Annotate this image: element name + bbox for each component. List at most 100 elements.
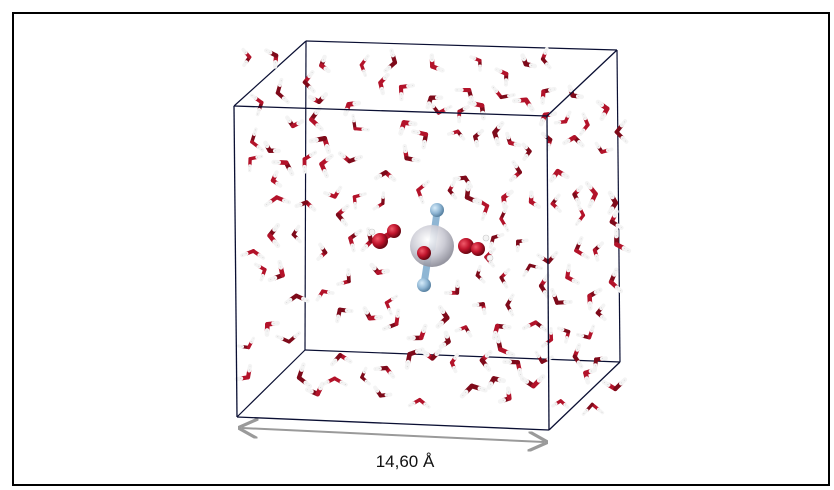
water-molecule (398, 120, 418, 136)
water-molecule (378, 72, 390, 96)
water-molecule (501, 189, 514, 210)
water-molecule (497, 386, 512, 404)
water-molecule (382, 308, 401, 331)
water-molecule (565, 263, 580, 285)
water-molecule (411, 129, 429, 150)
water-molecule (447, 180, 458, 200)
water-molecule (551, 399, 570, 409)
water-molecule (505, 293, 515, 317)
water-molecule (373, 170, 397, 182)
water-molecule (499, 268, 511, 289)
water-molecule (575, 324, 596, 340)
water-molecule (398, 83, 416, 102)
water-molecule (491, 85, 516, 99)
water-molecule (263, 195, 292, 208)
water-molecule (499, 205, 510, 233)
water-molecule (475, 264, 486, 284)
water-molecule (406, 323, 428, 341)
solute-atom-bottom (417, 278, 431, 292)
water-molecule (574, 236, 590, 260)
water-molecule (372, 191, 386, 211)
water-molecule (383, 48, 398, 73)
water-molecule (572, 185, 584, 206)
water-molecule (457, 105, 470, 124)
water-molecule (540, 47, 552, 70)
water-molecule (584, 181, 598, 209)
water-molecule (267, 259, 285, 283)
water-molecule (294, 200, 317, 212)
water-molecule (614, 228, 632, 254)
coordinated-oxygen-right-2 (471, 242, 485, 256)
water-molecule (486, 376, 507, 390)
water-molecule (572, 343, 584, 369)
water-molecule (407, 397, 431, 409)
water-molecule (479, 350, 493, 372)
water-molecule (505, 131, 522, 148)
water-molecule (302, 70, 316, 94)
water-molecule (321, 376, 348, 387)
water-molecule (454, 87, 475, 105)
water-molecule (425, 95, 444, 110)
water-molecule (348, 228, 363, 253)
water-molecule (494, 67, 509, 87)
water-molecule (519, 374, 546, 389)
water-molecule (471, 302, 487, 316)
water-molecule (534, 350, 554, 364)
water-molecule (608, 267, 624, 294)
water-molecule (473, 128, 485, 148)
water-molecule (491, 323, 512, 341)
water-molecule (330, 353, 353, 367)
water-molecule (319, 54, 331, 74)
water-molecule (373, 365, 396, 379)
water-molecule (520, 53, 538, 69)
water-molecule (373, 385, 393, 398)
solute-center (410, 225, 454, 267)
water-molecule (369, 262, 390, 275)
water-molecule (308, 135, 332, 155)
water-molecule (275, 331, 301, 344)
water-molecule (343, 100, 362, 117)
water-molecule (540, 86, 557, 105)
water-molecule (609, 209, 624, 230)
water-molecule (578, 112, 590, 136)
water-molecule (336, 268, 351, 287)
water-molecule (291, 224, 302, 244)
water-molecule (614, 119, 629, 144)
water-molecule (438, 330, 451, 349)
water-molecule (421, 348, 442, 361)
water-molecule (307, 92, 329, 105)
water-molecule (459, 383, 488, 399)
water-molecule (595, 99, 610, 121)
solute-oxygen (417, 246, 431, 260)
water-molecule (454, 325, 473, 338)
water-molecule (443, 279, 460, 295)
solute-atom-top (430, 203, 444, 217)
water-molecule (240, 249, 266, 260)
water-molecule (319, 153, 334, 179)
water-molecule (267, 223, 281, 249)
water-molecule (550, 193, 562, 213)
water-molecule (467, 100, 486, 121)
water-molecule (416, 179, 430, 205)
water-molecule (241, 47, 252, 68)
water-molecule (316, 242, 328, 261)
water-molecule (515, 238, 529, 253)
coordinated-oxygen-left (372, 233, 388, 249)
water-molecule (296, 362, 313, 389)
water-molecule (404, 347, 425, 370)
water-molecule (315, 289, 335, 302)
water-molecule (553, 110, 572, 125)
water-molecule (249, 93, 264, 117)
water-molecule (264, 48, 279, 69)
water-molecule (247, 154, 264, 173)
solute-complex (368, 203, 494, 292)
water-molecule (522, 263, 544, 278)
water-molecule (352, 192, 367, 210)
water-molecule (538, 273, 550, 299)
water-molecule (435, 305, 450, 329)
water-molecule (323, 185, 343, 199)
water-molecule (521, 142, 532, 161)
water-molecule (595, 303, 607, 322)
water-molecule (236, 336, 256, 350)
